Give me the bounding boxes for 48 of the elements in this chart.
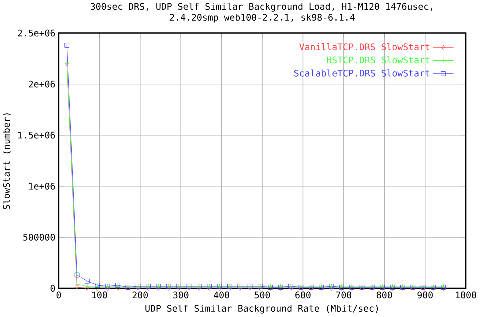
point — [187, 286, 192, 292]
y-tick-label: 1e+06 — [29, 183, 56, 190]
x-tick-label: 700 — [336, 292, 352, 299]
point — [74, 282, 80, 287]
x-tick-label: 600 — [296, 292, 311, 299]
x-tick-label: 800 — [377, 292, 392, 299]
point — [248, 286, 252, 292]
point — [289, 286, 293, 292]
x-tick-label: 100 — [92, 292, 108, 299]
point — [74, 272, 80, 278]
point — [146, 286, 150, 292]
legend-label: VanillaTCP.DRS SlowStart — [300, 44, 430, 51]
point — [86, 286, 90, 292]
x-tick-label: 900 — [418, 292, 433, 299]
point — [258, 286, 262, 292]
point — [167, 286, 171, 292]
point — [177, 286, 181, 292]
x-axis-title: UDP Self Similar Background Rate (Mbit/sec) — [146, 305, 378, 314]
x-tick-label: 0 — [56, 292, 62, 299]
point — [156, 286, 161, 292]
x-tick-label: 400 — [214, 292, 230, 299]
chart-subtitle: 2.4.20smp web100-2.2.1, sk98-6.1.4 — [170, 14, 355, 23]
point — [96, 286, 100, 292]
point — [198, 286, 202, 292]
x-tick-label: 300 — [174, 292, 189, 299]
point — [208, 286, 212, 292]
point — [116, 286, 120, 292]
x-tick-label: 1000 — [456, 292, 476, 299]
point — [238, 286, 242, 292]
y-tick-label: 2e+06 — [29, 80, 56, 88]
point — [136, 286, 140, 292]
point — [330, 286, 334, 292]
y-tick-label: 2.5e+06 — [18, 30, 56, 37]
legend-label: HSTCP.DRS SlowStart — [327, 56, 430, 64]
point — [64, 43, 70, 48]
x-tick-label: 200 — [132, 292, 148, 299]
x-tick-label: 500 — [254, 292, 270, 299]
legend-label: ScalableTCP.DRS SlowStart — [294, 70, 430, 77]
point — [228, 286, 232, 292]
y-tick-label: 0 — [50, 285, 56, 292]
y-tick-label: 1.5e+06 — [18, 132, 56, 139]
chart-title: 300sec DRS, UDP Self Similar Background Load, H1-M120 1476usec, — [91, 3, 432, 12]
point — [75, 285, 80, 290]
point — [106, 286, 110, 292]
y-tick-label: 500000 — [24, 234, 56, 241]
point — [85, 279, 90, 284]
y-axis-title: SlowStart (number) — [3, 114, 12, 210]
point — [218, 286, 222, 292]
